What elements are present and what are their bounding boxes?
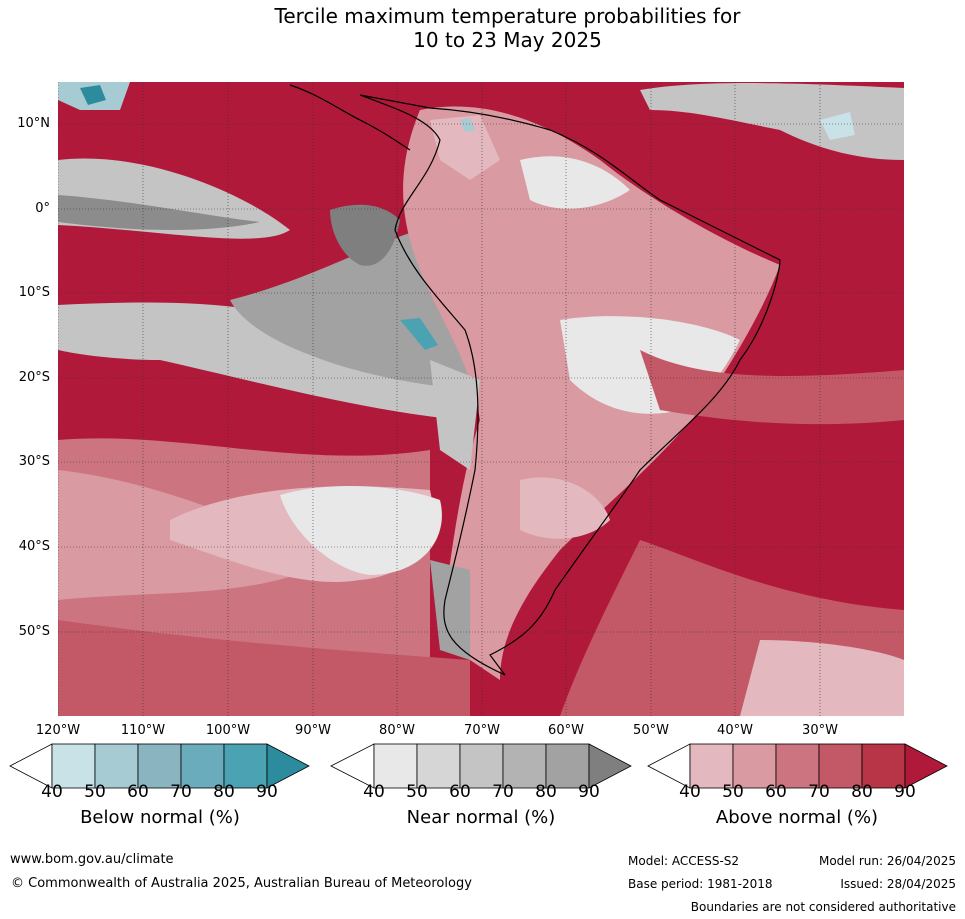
- above-tick: 90: [894, 782, 916, 802]
- lat-label-0: 0°: [35, 201, 50, 216]
- near-tick: 50: [406, 782, 428, 802]
- lon-label-120w: 120°W: [35, 723, 81, 738]
- website-link[interactable]: www.bom.gov.au/climate: [10, 852, 174, 867]
- model-run-date: Model run: 26/04/2025: [818, 854, 956, 868]
- lat-label-30s: 30°S: [18, 454, 50, 469]
- base-period: Base period: 1981-2018: [628, 877, 773, 891]
- colorbar-above-normal: [647, 743, 948, 789]
- probability-field: [58, 82, 904, 716]
- near-normal-label: Near normal (%): [406, 807, 556, 828]
- map-title: Tercile maximum temperature probabilitie…: [0, 4, 965, 52]
- boundaries-disclaimer: Boundaries are not considered authoritat…: [690, 900, 956, 914]
- lat-label-40s: 40°S: [18, 539, 50, 554]
- above-tick: 80: [851, 782, 873, 802]
- lon-label-30w: 30°W: [802, 723, 838, 738]
- near-tick: 80: [535, 782, 557, 802]
- model-info: Model: ACCESS-S2: [628, 854, 740, 868]
- below-tick: 50: [84, 782, 106, 802]
- lat-label-10s: 10°S: [18, 285, 50, 300]
- lat-label-50s: 50°S: [18, 624, 50, 639]
- near-tick: 90: [578, 782, 600, 802]
- colorbar-near-normal: [330, 743, 632, 789]
- issued-date: Issued: 28/04/2025: [840, 877, 956, 891]
- below-tick: 60: [127, 782, 149, 802]
- colorbar-below-normal: [9, 743, 310, 789]
- above-tick: 40: [679, 782, 701, 802]
- below-tick: 80: [213, 782, 235, 802]
- above-tick: 70: [808, 782, 830, 802]
- lat-label-20s: 20°S: [18, 370, 50, 385]
- map-title-line1: Tercile maximum temperature probabilitie…: [274, 4, 741, 28]
- lon-label-40w: 40°W: [717, 723, 753, 738]
- above-normal-label: Above normal (%): [715, 807, 879, 828]
- lon-label-80w: 80°W: [379, 723, 415, 738]
- lat-label-10n: 10°N: [17, 116, 50, 131]
- below-tick: 90: [256, 782, 278, 802]
- lon-label-90w: 90°W: [295, 723, 331, 738]
- below-normal-label: Below normal (%): [80, 807, 240, 828]
- below-tick: 40: [41, 782, 63, 802]
- near-tick: 40: [363, 782, 385, 802]
- lon-label-110w: 110°W: [120, 723, 166, 738]
- lon-label-100w: 100°W: [205, 723, 251, 738]
- lon-label-50w: 50°W: [633, 723, 669, 738]
- near-tick: 70: [492, 782, 514, 802]
- copyright-text: © Commonwealth of Australia 2025, Austra…: [11, 876, 472, 891]
- near-tick: 60: [449, 782, 471, 802]
- below-tick: 70: [170, 782, 192, 802]
- map-title-line2: 10 to 23 May 2025: [413, 28, 602, 52]
- lon-label-60w: 60°W: [548, 723, 584, 738]
- above-tick: 60: [765, 782, 787, 802]
- above-tick: 50: [722, 782, 744, 802]
- lon-label-70w: 70°W: [464, 723, 500, 738]
